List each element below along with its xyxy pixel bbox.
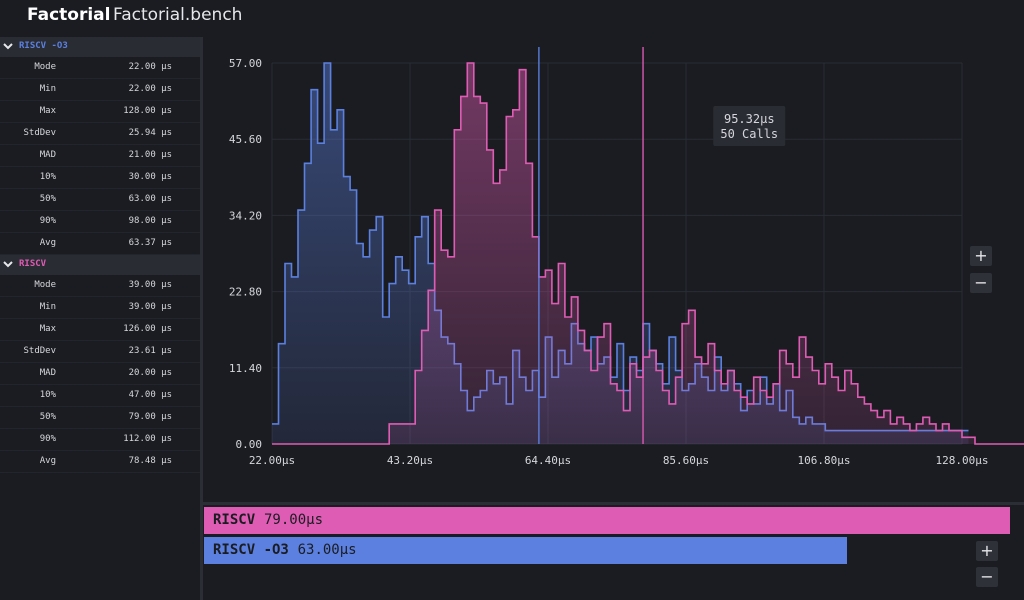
stat-value: 63.37 µs <box>128 238 172 248</box>
stat-value: 63.00 µs <box>128 194 172 204</box>
stat-name: Max <box>39 106 56 116</box>
summary-panel: RISCV 79.00µs RISCV -O3 63.00µs + − <box>203 505 1024 600</box>
stat-row: 10% 47.00 µs <box>0 385 200 407</box>
chevron-down-icon[interactable] <box>2 40 14 52</box>
histogram-chart[interactable]: 0.00 11.40 22.80 34.20 45.60 57.00 22.00µs 43.2… <box>203 37 1024 502</box>
group-label: RISCV <box>19 259 47 269</box>
stat-value: 39.00 µs <box>128 280 172 290</box>
stats-sidebar: RISCV -O3 Mode 22.00 µs Min 22.00 µs Max 128.0… <box>0 37 200 600</box>
summary-bar-riscv-o3: RISCV -O3 63.00µs <box>204 537 847 564</box>
stat-value: 22.00 µs <box>128 84 172 94</box>
stat-row: Max 126.00 µs <box>0 319 200 341</box>
summary-bar-riscv: RISCV 79.00µs <box>204 507 1010 534</box>
stat-row: MAD 21.00 µs <box>0 145 200 167</box>
stat-name: 90% <box>39 434 56 444</box>
histogram-svg[interactable]: 0.00 11.40 22.80 34.20 45.60 57.00 22.00µs 43.2… <box>203 37 1024 502</box>
x-tick-label: 128.00µs <box>936 454 989 467</box>
stat-row: 50% 79.00 µs <box>0 407 200 429</box>
tooltip-box <box>713 106 786 146</box>
stat-row: Min 22.00 µs <box>0 79 200 101</box>
stat-name: StdDev <box>23 128 56 138</box>
stat-name: 90% <box>39 216 56 226</box>
stat-name: MAD <box>39 368 56 378</box>
summary-zoom-out-button[interactable]: − <box>976 567 998 587</box>
summary-bar-value: 63.00µs <box>297 542 357 558</box>
stat-name: MAD <box>39 150 56 160</box>
stat-value: 79.00 µs <box>128 412 172 422</box>
stat-name: Max <box>39 324 56 334</box>
summary-zoom-in-button[interactable]: + <box>976 541 998 561</box>
stat-value: 112.00 µs <box>123 434 172 444</box>
group-header-riscv[interactable]: RISCV <box>0 255 200 275</box>
group-label: RISCV -O3 <box>19 41 68 51</box>
chart-zoom-out-button[interactable]: − <box>970 273 992 293</box>
stat-name: Mode <box>34 62 56 72</box>
stat-value: 22.00 µs <box>128 62 172 72</box>
summary-bar-label: RISCV -O3 <box>213 542 289 558</box>
tooltip-calls: 50 Calls <box>720 127 778 141</box>
sidebar-splitter[interactable] <box>200 37 203 600</box>
stat-row: 90% 98.00 µs <box>0 211 200 233</box>
x-tick-label: 22.00µs <box>249 454 295 467</box>
stat-name: Min <box>39 84 56 94</box>
tooltip-value: 95.32µs <box>724 112 775 126</box>
y-tick-label: 34.20 <box>229 209 262 222</box>
stat-row: Mode 22.00 µs <box>0 57 200 79</box>
stat-row: 50% 63.00 µs <box>0 189 200 211</box>
stat-value: 30.00 µs <box>128 172 172 182</box>
stat-row: Max 128.00 µs <box>0 101 200 123</box>
stat-row: StdDev 23.61 µs <box>0 341 200 363</box>
y-tick-label: 11.40 <box>229 362 262 375</box>
stat-name: Avg <box>39 456 56 466</box>
stat-value: 47.00 µs <box>128 390 172 400</box>
app-header: Factorial Factorial.bench <box>0 0 1024 36</box>
chart-zoom-in-button[interactable]: + <box>970 246 992 266</box>
stat-name: 50% <box>39 412 56 422</box>
stat-value: 25.94 µs <box>128 128 172 138</box>
stat-name: StdDev <box>23 346 56 356</box>
stat-name: Avg <box>39 238 56 248</box>
stat-name: 10% <box>39 390 56 400</box>
stat-name: 10% <box>39 172 56 182</box>
stat-row: 90% 112.00 µs <box>0 429 200 451</box>
x-tick-label: 43.20µs <box>387 454 433 467</box>
panel-splitter[interactable] <box>203 502 1024 505</box>
y-tick-label: 0.00 <box>236 438 263 451</box>
y-tick-label: 45.60 <box>229 133 262 146</box>
stat-value: 128.00 µs <box>123 106 172 116</box>
chevron-down-icon[interactable] <box>2 258 14 270</box>
stat-row: Avg 63.37 µs <box>0 233 200 255</box>
app-title: Factorial <box>27 5 111 25</box>
x-tick-label: 64.40µs <box>525 454 571 467</box>
group-header-riscv-o3[interactable]: RISCV -O3 <box>0 37 200 57</box>
stat-name: Min <box>39 302 56 312</box>
stat-name: 50% <box>39 194 56 204</box>
stat-value: 78.48 µs <box>128 456 172 466</box>
stat-row: StdDev 25.94 µs <box>0 123 200 145</box>
stat-value: 126.00 µs <box>123 324 172 334</box>
stat-value: 20.00 µs <box>128 368 172 378</box>
stat-value: 21.00 µs <box>128 150 172 160</box>
series-area-riscv <box>272 63 1024 444</box>
summary-bar-label: RISCV <box>213 512 256 528</box>
series-area-riscv-o3 <box>272 63 969 444</box>
series-line-riscv[interactable] <box>272 62 1024 445</box>
summary-bar-value: 79.00µs <box>264 512 324 528</box>
stat-value: 98.00 µs <box>128 216 172 226</box>
stat-row: Min 39.00 µs <box>0 297 200 319</box>
y-tick-label: 57.00 <box>229 57 262 70</box>
stat-row: MAD 20.00 µs <box>0 363 200 385</box>
stat-row: Mode 39.00 µs <box>0 275 200 297</box>
stat-value: 23.61 µs <box>128 346 172 356</box>
stat-row: Avg 78.48 µs <box>0 451 200 473</box>
y-tick-label: 22.80 <box>229 286 262 299</box>
stat-row: 10% 30.00 µs <box>0 167 200 189</box>
stat-name: Mode <box>34 280 56 290</box>
x-tick-label: 106.80µs <box>798 454 851 467</box>
file-title: Factorial.bench <box>113 5 243 25</box>
x-tick-label: 85.60µs <box>663 454 709 467</box>
stat-value: 39.00 µs <box>128 302 172 312</box>
